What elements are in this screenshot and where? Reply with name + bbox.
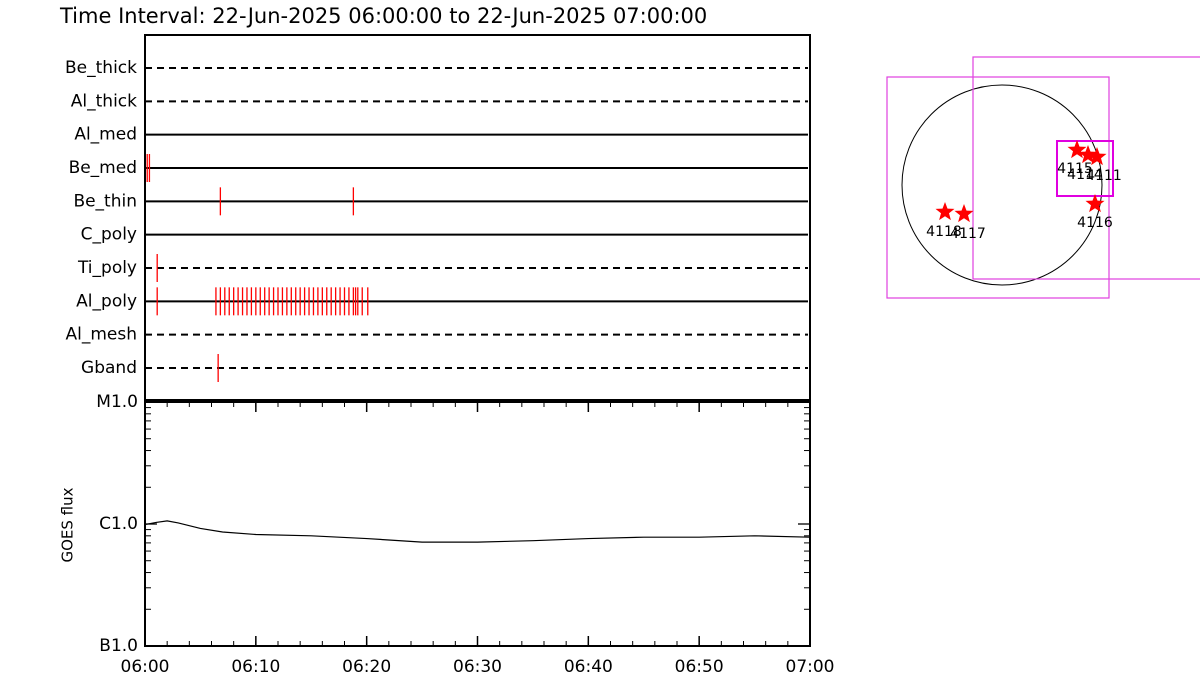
field-of-view <box>972 56 1200 280</box>
row-label: Be_thick <box>65 58 137 78</box>
region-label: 4117 <box>950 226 986 242</box>
chart-title: Time Interval: 22-Jun-2025 06:00:00 to 2… <box>59 4 707 28</box>
row-label: Al_thick <box>71 91 137 111</box>
region-label: 4118 <box>926 224 962 240</box>
region-star <box>1067 140 1087 159</box>
y-tick-label: C1.0 <box>99 514 138 534</box>
x-tick-label: 06:20 <box>342 657 391 677</box>
x-tick-label: 06:30 <box>453 657 502 677</box>
region-star <box>954 204 974 223</box>
region-star <box>1087 147 1107 166</box>
y-tick-label: M1.0 <box>96 392 138 412</box>
x-tick-label: 06:40 <box>564 657 613 677</box>
row-label: Gband <box>81 358 137 378</box>
region-star <box>935 202 955 221</box>
row-label: C_poly <box>81 225 137 245</box>
y-axis-label: GOES flux <box>59 487 77 562</box>
flux-line <box>144 520 811 543</box>
row-label: Be_med <box>69 158 137 178</box>
x-tick-label: 06:10 <box>231 657 280 677</box>
row-label: Ti_poly <box>77 258 137 278</box>
y-tick-label: B1.0 <box>99 636 138 656</box>
x-tick-label: 06:00 <box>121 657 170 677</box>
x-tick-label: 07:00 <box>786 657 835 677</box>
region-label: 4115 <box>1057 161 1093 177</box>
region-label: 4116 <box>1077 215 1113 231</box>
region-star <box>1085 194 1105 213</box>
row-label: Al_poly <box>76 291 137 311</box>
region-label: 4114 <box>1067 167 1103 183</box>
row-label: Al_mesh <box>65 325 137 345</box>
row-label: Al_med <box>74 125 137 145</box>
solar-disk <box>901 84 1103 286</box>
x-tick-label: 06:50 <box>675 657 724 677</box>
event-panel-frame <box>144 34 811 401</box>
field-of-view <box>886 76 1110 299</box>
region-label: 4111 <box>1086 168 1122 184</box>
row-label: Be_thin <box>73 191 137 211</box>
field-of-view <box>1056 140 1114 197</box>
